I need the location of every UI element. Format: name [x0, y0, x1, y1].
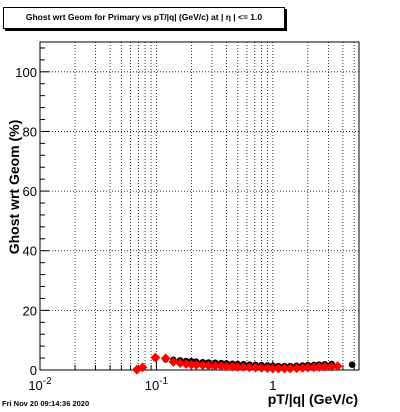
y-tick-label: 0: [30, 363, 37, 378]
data-marks: [131, 352, 356, 375]
data-point-diamond: [168, 356, 179, 367]
y-tick-label: 60: [23, 184, 37, 199]
x-tick-label: 10-2: [28, 376, 52, 393]
data-point-diamond: [191, 359, 202, 370]
data-point-diamond: [137, 362, 148, 373]
y-axis-label: Ghost wrt Geom (%): [6, 120, 22, 255]
chart-title: Ghost wrt Geom for Primary vs pT/|q| (Ge…: [25, 12, 263, 22]
plot-frame: [39, 41, 360, 371]
y-tick-label: 20: [23, 303, 37, 318]
data-point-diamond: [203, 360, 214, 371]
data-point-diamond: [150, 352, 161, 363]
title-box: Ghost wrt Geom for Primary vs pT/|q| (Ge…: [3, 7, 285, 29]
x-tick-label: 10-1: [145, 376, 169, 393]
data-point-diamond: [319, 361, 330, 372]
x-tick-label: 1: [269, 378, 276, 393]
data-point-diamond: [160, 353, 171, 364]
footer-timestamp: Fri Nov 20 09:14:36 2020: [2, 399, 90, 408]
tick-labels: 0 20 40 60 80 100 10-2 10-1 1: [15, 65, 276, 393]
x-axis-label: pT/|q| (GeV/c): [268, 391, 358, 407]
data-point-circle: [348, 361, 356, 368]
grid: [39, 42, 359, 370]
data-point-diamond: [175, 358, 186, 369]
y-tick-label: 40: [23, 244, 37, 259]
y-tick-label: 100: [15, 65, 37, 80]
series-2: [131, 352, 343, 375]
axis-ticks: [39, 47, 355, 371]
data-point-diamond: [332, 361, 343, 372]
y-tick-label: 80: [23, 124, 37, 139]
